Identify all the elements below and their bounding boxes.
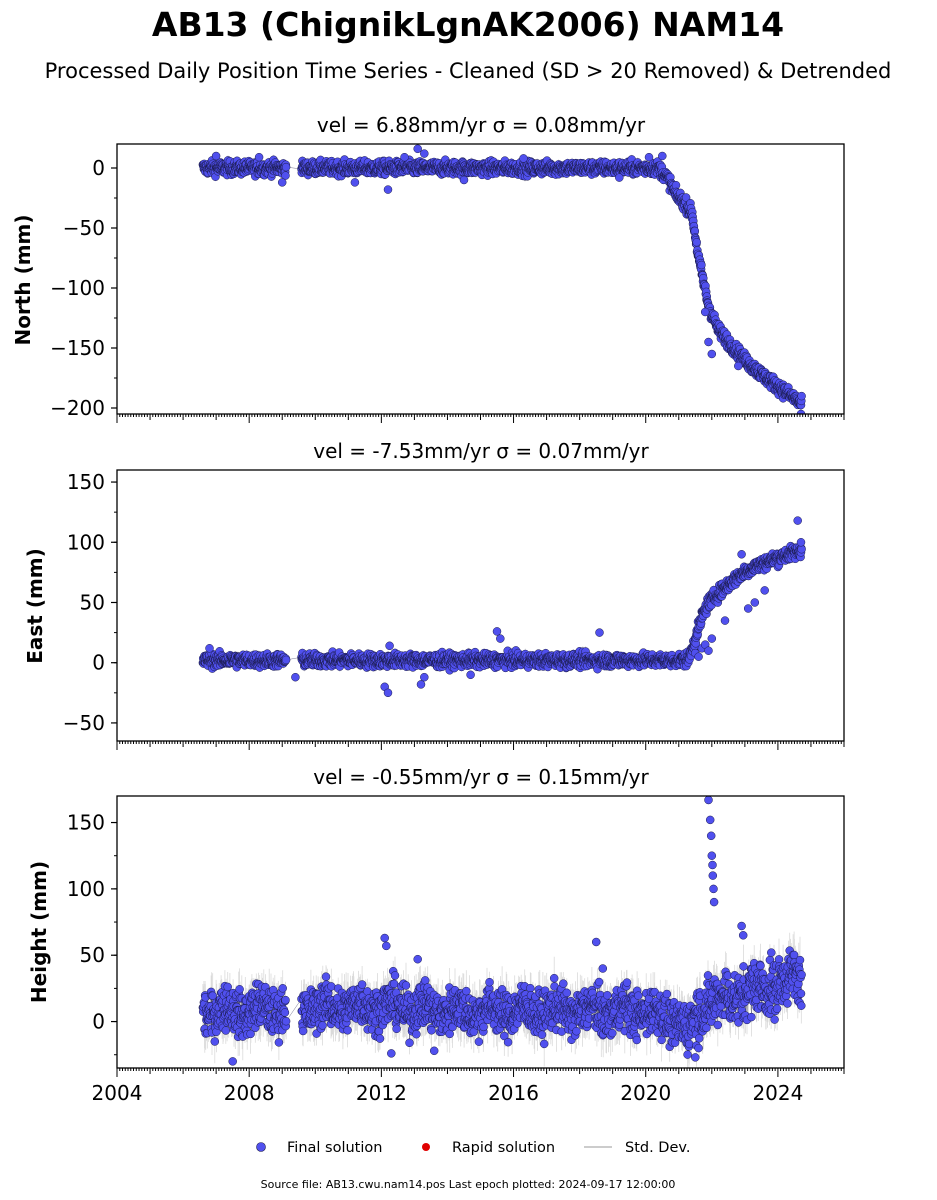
east-data-points [198, 516, 806, 698]
height-data-point [274, 1038, 284, 1047]
east-outlier-point [750, 598, 760, 607]
height-data-point [343, 1026, 352, 1035]
north-outlier-point [615, 173, 624, 182]
north-outlier-point [400, 152, 409, 162]
east-ytick-label: 0 [92, 651, 105, 675]
east-outlier-point [420, 672, 429, 682]
north-outlier-point [704, 337, 713, 347]
east-ytick-label: −50 [63, 711, 105, 735]
north-outlier-point [459, 175, 469, 185]
height-data-point [389, 979, 399, 989]
north-panel-title: vel = 6.88mm/yr σ = 0.08mm/yr [317, 113, 646, 137]
north-outlier-point [413, 144, 422, 154]
height-panel-title: vel = -0.55mm/yr σ = 0.15mm/yr [313, 765, 649, 789]
height-data-point [375, 1034, 385, 1043]
north-outlier-point [519, 154, 528, 163]
height-data-point [298, 1026, 308, 1036]
height-data-point [278, 984, 287, 993]
north-outlier-point [383, 185, 393, 194]
height-data-point [390, 971, 400, 980]
north-ytick-label: 0 [92, 156, 105, 180]
north-outlier-point [707, 349, 717, 359]
north-data-point [692, 237, 701, 247]
east-axes-frame [116, 469, 845, 742]
north-ytick-label: −50 [63, 216, 105, 240]
east-outlier-point [796, 538, 806, 547]
north-data-point [281, 171, 290, 180]
height-data-point [392, 1024, 401, 1034]
east-data-point [281, 655, 291, 665]
figure-title: AB13 (ChignikLgnAK2006) NAM14 [152, 5, 784, 44]
east-outlier-point [492, 627, 502, 636]
north-outlier-point [700, 307, 710, 317]
north-data-point [797, 391, 806, 401]
height-data-points [198, 796, 806, 1068]
east-ytick-label: 100 [67, 530, 105, 554]
height-data-point [221, 1026, 231, 1035]
north-data-point [281, 162, 291, 172]
east-outlier-point [694, 652, 703, 661]
east-outlier-point [704, 646, 713, 655]
east-outlier-point [760, 586, 769, 595]
north-outlier-point [796, 409, 806, 414]
east-outlier-point [466, 670, 475, 680]
north-axes-frame [116, 143, 845, 415]
figure-subtitle: Processed Daily Position Time Series - C… [45, 59, 892, 83]
east-outlier-point [793, 516, 802, 525]
east-outlier-point [743, 604, 753, 613]
height-data-point [405, 1038, 414, 1048]
height-data-point [318, 1021, 327, 1030]
north-outlier-point [734, 361, 743, 371]
east-outlier-point [737, 550, 746, 559]
north-outlier-point [350, 178, 360, 187]
north-data-point [681, 193, 691, 202]
north-ytick-label: −100 [50, 276, 105, 300]
east-outlier-point [720, 616, 730, 625]
north-ytick-label: −200 [50, 396, 105, 420]
north-outlier-point [420, 149, 429, 158]
north-outlier-point [254, 152, 264, 162]
north-ytick-label: −150 [50, 336, 105, 360]
north-std-dev-bars [202, 154, 802, 409]
north-ylabel: North (mm) [11, 214, 35, 345]
east-outlier-point [416, 680, 426, 689]
east-ytick-label: 150 [67, 470, 105, 494]
north-series-line [202, 159, 802, 406]
height-panel: vel = -0.55mm/yr σ = 0.15mm/yr Height (m… [27, 765, 845, 1105]
north-outlier-point [658, 151, 667, 161]
east-outlier-point [291, 672, 300, 682]
height-data-point [357, 980, 367, 989]
north-outlier-point [277, 178, 287, 187]
height-data-point [210, 1037, 220, 1046]
height-data-point [281, 995, 290, 1005]
height-data-point [401, 981, 411, 990]
east-panel-title: vel = -7.53mm/yr σ = 0.07mm/yr [313, 439, 649, 463]
north-data-points [198, 144, 806, 414]
height-ylabel: Height (mm) [27, 861, 51, 1003]
height-data-point [280, 1008, 290, 1017]
north-outlier-point [644, 152, 654, 162]
north-outlier-point [211, 151, 221, 161]
east-outlier-point [707, 634, 717, 643]
east-outlier-point [205, 644, 214, 653]
height-data-point [281, 1016, 291, 1026]
north-panel: vel = 6.88mm/yr σ = 0.08mm/yr North (mm)… [11, 113, 845, 423]
east-ytick-label: 50 [80, 590, 105, 614]
north-data-point [697, 260, 706, 270]
height-data-point [235, 985, 244, 994]
east-outlier-point [595, 628, 604, 637]
east-outlier-point [383, 688, 393, 698]
east-ylabel: East (mm) [23, 548, 47, 664]
height-data-point [412, 1029, 421, 1039]
east-outlier-point [385, 641, 394, 651]
east-panel: vel = -7.53mm/yr σ = 0.07mm/yr East (mm)… [23, 439, 845, 750]
height-data-point [223, 982, 232, 992]
height-data-point [321, 972, 331, 981]
east-outlier-point [496, 634, 505, 643]
